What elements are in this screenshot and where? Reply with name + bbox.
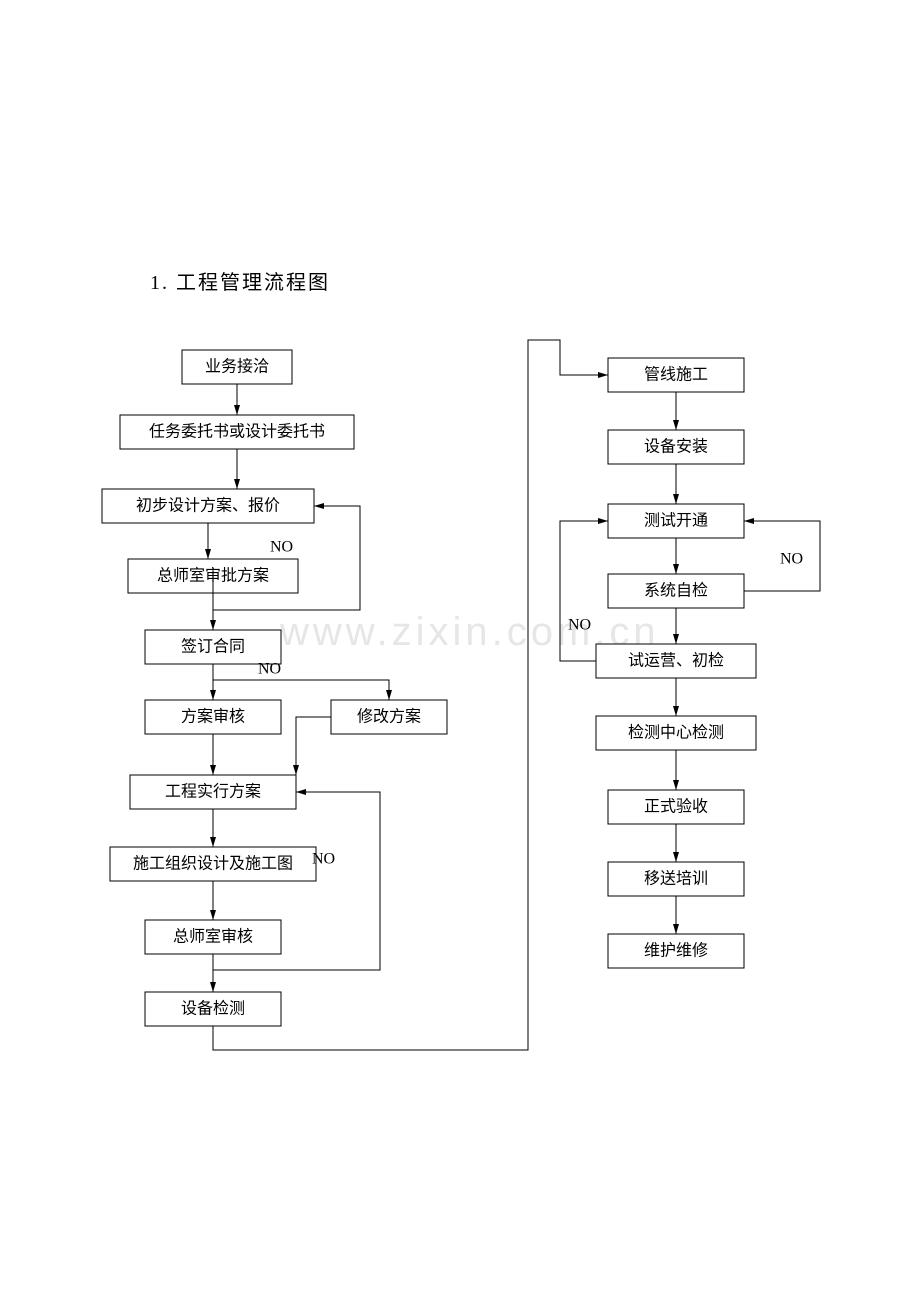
edge-label: NO [568, 617, 591, 634]
flow-node-label-m4: 系统自检 [644, 582, 708, 600]
flow-node-label-m2: 设备安装 [644, 438, 708, 456]
flow-node-label-n6: 方案审核 [181, 708, 245, 726]
edge-label: NO [780, 551, 803, 568]
flow-node-label-n11: 设备检测 [181, 1000, 245, 1018]
flow-node-label-n10: 总师室审核 [173, 928, 253, 946]
flow-node-label-n9: 施工组织设计及施工图 [133, 855, 293, 873]
flowchart-canvas: 业务接洽任务委托书或设计委托书初步设计方案、报价总师室审批方案签订合同方案审核修… [0, 0, 920, 1302]
page: 1. 工程管理流程图 www.zixin.com.cn 业务接洽任务委托书或设计… [0, 0, 920, 1302]
flow-node-label-n1: 业务接洽 [205, 358, 269, 376]
flow-node-label-n7: 修改方案 [357, 708, 421, 726]
flow-node-label-m6: 检测中心检测 [628, 724, 724, 742]
flow-node-label-m1: 管线施工 [644, 366, 708, 384]
flow-node-label-m8: 移送培训 [644, 870, 708, 888]
flow-node-label-m3: 测试开通 [644, 512, 708, 530]
flow-node-label-m9: 维护维修 [644, 942, 708, 960]
edge-label: NO [270, 539, 293, 556]
flow-node-label-n8: 工程实行方案 [165, 783, 261, 801]
flow-node-label-m7: 正式验收 [644, 798, 708, 816]
edge-label: NO [312, 851, 335, 868]
flow-node-label-n5: 签订合同 [181, 638, 245, 656]
flow-node-label-n2: 任务委托书或设计委托书 [149, 423, 325, 441]
flow-node-label-n3: 初步设计方案、报价 [136, 497, 280, 515]
edge-label: NO [258, 661, 281, 678]
flow-node-label-m5: 试运营、初检 [628, 652, 724, 670]
